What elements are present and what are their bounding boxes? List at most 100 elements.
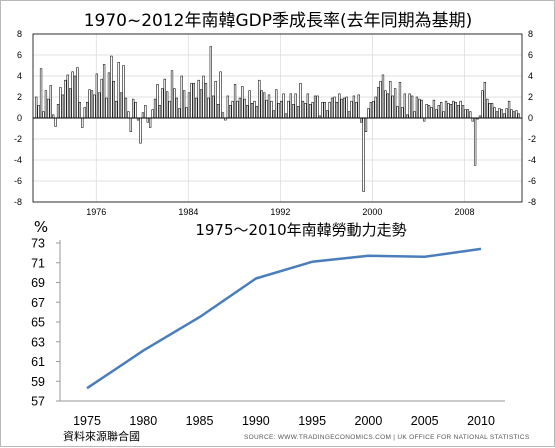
gdp-y-tick-label-right: 2 <box>528 92 533 102</box>
gdp-bar <box>221 112 225 119</box>
gdp-bar <box>219 71 222 119</box>
gdp-x-ticks: 1976 1984 1992 2000 2008 <box>86 207 474 217</box>
gdp-bar <box>90 90 94 119</box>
gdp-bar <box>265 99 268 119</box>
gdp-bar <box>403 93 406 119</box>
gdp-bar <box>427 105 431 119</box>
labor-x-tick-label: 1980 <box>129 414 157 428</box>
gdp-bar <box>357 94 360 119</box>
gdp-y-tick-label-right: -6 <box>528 176 536 186</box>
gdp-bar <box>132 98 135 119</box>
gdp-bar <box>83 107 86 119</box>
gdp-bar <box>267 94 271 119</box>
labor-y-tick-label: 69 <box>31 276 45 290</box>
labor-series-line <box>86 247 482 390</box>
gdp-bar <box>345 96 348 119</box>
gdp-bar <box>241 86 244 119</box>
gdp-bar <box>294 93 297 119</box>
gdp-bar <box>372 100 375 119</box>
gdp-bar <box>406 114 409 119</box>
gdp-bar <box>98 92 101 119</box>
gdp-bar <box>258 79 261 119</box>
gdp-bar <box>100 78 103 119</box>
gdp-bar <box>464 109 467 119</box>
gdp-bar <box>141 112 145 119</box>
gdp-bar <box>301 100 305 119</box>
gdp-bar <box>275 89 278 119</box>
gdp-bar <box>168 100 171 119</box>
gdp-bar <box>330 97 334 119</box>
gdp-bar <box>442 111 445 119</box>
gdp-bar <box>347 111 351 119</box>
gdp-bar <box>81 117 84 128</box>
gdp-bar <box>309 104 312 119</box>
gdp-bar <box>231 100 234 119</box>
gdp-bar <box>376 87 380 119</box>
gdp-bar <box>263 92 266 119</box>
gdp-bar <box>166 91 169 119</box>
gdp-bar <box>156 84 159 119</box>
labor-y-tick-label: 65 <box>31 316 45 330</box>
gdp-bar <box>112 80 115 119</box>
gdp-x-tick-label: 1992 <box>270 207 290 217</box>
gdp-bar <box>350 100 353 119</box>
gdp-bar <box>243 98 246 119</box>
gdp-bar <box>343 97 346 119</box>
gdp-bar <box>384 90 387 119</box>
labor-x-tick-label: 2005 <box>411 414 439 428</box>
gdp-bar <box>306 93 309 119</box>
gdp-bar <box>284 113 288 119</box>
gdp-bar <box>170 70 174 119</box>
gdp-bar <box>204 83 208 119</box>
gdp-bar <box>139 117 142 144</box>
gdp-bar <box>85 101 89 119</box>
gdp-bar <box>110 55 113 119</box>
gdp-bar <box>425 104 428 119</box>
gdp-bar <box>418 98 421 119</box>
gdp-bar <box>149 117 152 128</box>
gdp-bar <box>326 110 329 119</box>
gdp-bar <box>255 106 259 119</box>
gdp-bar <box>56 104 60 119</box>
gdp-bar <box>127 111 130 119</box>
gdp-bar <box>381 74 385 119</box>
gdp-y-tick-label: -8 <box>14 197 22 207</box>
gdp-bar <box>457 105 460 119</box>
gdp-bar <box>481 90 484 119</box>
gdp-bar <box>39 68 43 119</box>
gdp-bar <box>323 101 326 119</box>
gdp-y-tick-label: -2 <box>14 134 22 144</box>
gdp-bar <box>340 98 343 119</box>
gdp-bar <box>260 90 263 119</box>
gdp-bar <box>158 105 162 119</box>
gdp-bar <box>391 95 394 119</box>
gdp-bar <box>367 108 370 119</box>
gdp-bar <box>129 117 132 132</box>
gdp-bar <box>216 104 220 119</box>
gdp-bar <box>93 94 96 119</box>
gdp-y-tick-label-right: -8 <box>528 197 536 207</box>
gdp-bar <box>454 101 457 119</box>
gdp-bar <box>444 100 448 119</box>
gdp-bar <box>59 87 62 119</box>
gdp-y-tick-label-right: 6 <box>528 50 533 60</box>
gdp-bar <box>311 101 314 119</box>
gdp-bar <box>299 83 302 119</box>
gdp-bar <box>105 97 108 119</box>
gdp-bar <box>47 98 50 119</box>
gdp-bar <box>212 95 215 119</box>
gdp-bar <box>236 100 239 119</box>
labor-y-tick-label: 61 <box>31 355 45 369</box>
gdp-bar <box>277 103 280 119</box>
labor-y-tick-label: 67 <box>31 296 45 310</box>
gdp-bar <box>490 103 494 119</box>
labor-x-tick-label: 1995 <box>298 414 326 428</box>
gdp-bar <box>466 109 470 119</box>
gdp-bar <box>76 67 79 119</box>
gdp-bar <box>398 82 402 119</box>
gdp-bar <box>379 80 382 119</box>
gdp-bar <box>119 92 123 119</box>
gdp-y-tick-label: -4 <box>14 155 22 165</box>
gdp-y-tick-label: 6 <box>17 50 22 60</box>
